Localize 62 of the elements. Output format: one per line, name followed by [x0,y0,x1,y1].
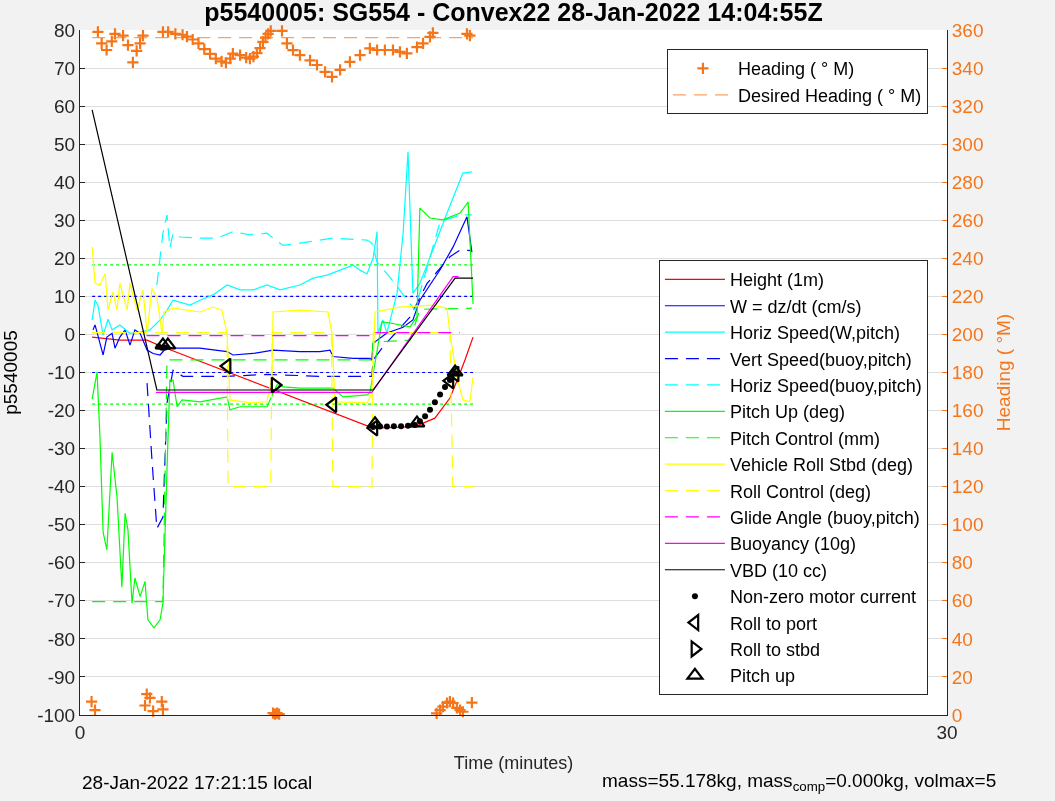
y2-axis-title: Heading ( °M) [993,313,1015,432]
legend-label: Roll to port [729,613,817,634]
y-tick-label: 70 [54,57,76,79]
y2-tick-label: 320 [951,95,984,117]
y2-tick-label: 360 [951,19,984,41]
text: mass=55.178kg, mass$_{comp}$=0.000kg, volmax=5 [602,770,997,794]
legend-label: Horiz Speed(buoy,pitch) [729,375,922,396]
y2-tick-label: 20 [951,666,973,688]
y-tick-label: 40 [54,171,76,193]
legend-label: VBD (10 cc) [729,560,827,581]
y2-tick-label: 220 [951,286,984,308]
y-tick-label: -70 [47,590,76,612]
legend-label: Heading ( ° M) [737,59,855,80]
text: 28-Jan-2022 17:21:15 local [82,772,313,793]
chart-title: p5540005: SG554 - Convex22 28-Jan-2022 14:04:55Z [204,0,823,26]
y-tick-label: 30 [54,209,76,231]
y-tick-label: 50 [54,133,76,155]
legend-label: Pitch Control (mm) [729,428,880,449]
y-tick-label: -80 [47,628,76,650]
x-axis-title: Time (minutes) [453,752,574,773]
y-tick-label: -60 [47,552,76,574]
legend-label: Vehicle Roll Stbd (deg) [729,455,914,476]
legend-label: Pitch Up (deg) [729,402,845,423]
y2-tick-label: 260 [951,209,984,231]
y2-tick-label: 280 [951,171,984,193]
y2-tick-label: 240 [951,247,984,269]
y2-tick-label: 140 [951,438,984,460]
y2-tick-label: 40 [951,628,973,650]
y-tick-label: -30 [47,438,76,460]
y2-tick-label: 0 [951,704,963,726]
y2-tick-label: 60 [951,590,973,612]
y-tick-label: 10 [54,286,76,308]
y2-tick-label: 340 [951,57,984,79]
legend-label: Height (1m) [729,270,824,291]
legend-label: Glide Angle (buoy,pitch) [729,507,920,528]
y-tick-label: -10 [47,362,76,384]
y-tick-label: 0 [64,324,76,346]
legend-label: Horiz Speed(W,pitch) [729,323,900,344]
y-axis-title: p5540005 [0,330,21,415]
y-tick-label: 80 [54,19,76,41]
y2-tick-label: 300 [951,133,984,155]
y2-tick-label: 120 [951,476,984,498]
legend-label: Desired Heading ( ° M) [737,85,922,106]
y-tick-label: -50 [47,514,76,536]
legend-label: Roll Control (deg) [729,481,871,502]
legend-label: Vert Speed(buoy,pitch) [729,349,912,370]
y2-tick-label: 200 [951,324,984,346]
legend-label: Non-zero motor current [729,587,916,608]
y2-tick-label: 80 [951,552,973,574]
y-tick-label: -90 [47,666,76,688]
y2-tick-label: 180 [951,362,984,384]
y-tick-label: 20 [54,247,76,269]
y-tick-label: 60 [54,95,76,117]
legend-label: Roll to stbd [729,639,820,660]
y2-tick-label: 160 [951,400,984,422]
legend-label: Pitch up [729,666,795,687]
y-tick-label: -40 [47,476,76,498]
legend-label: W = dz/dt (cm/s) [729,296,862,317]
y-tick-label: -100 [37,704,76,726]
legend-label: Buoyancy (10g) [729,534,856,555]
y-tick-label: -20 [47,400,76,422]
y2-tick-label: 100 [951,514,984,536]
